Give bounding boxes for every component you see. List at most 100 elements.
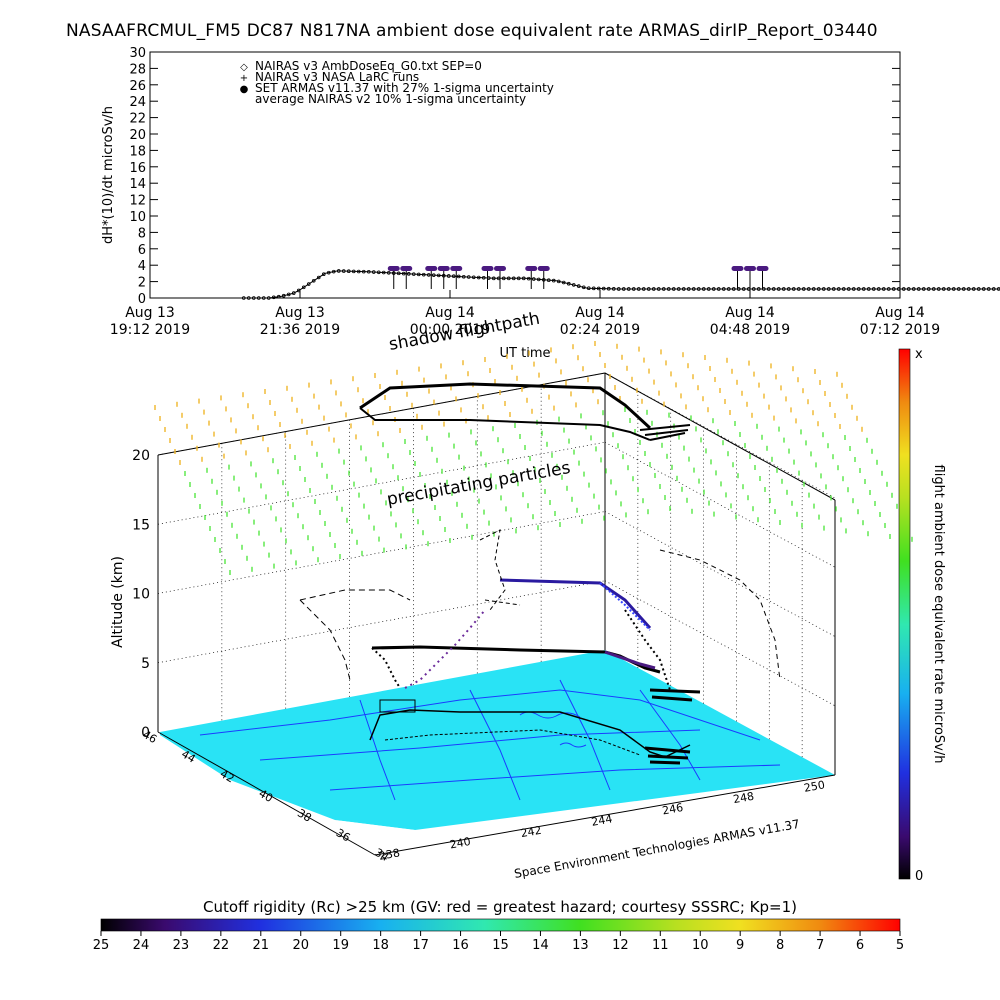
shadow-track-upper xyxy=(359,382,652,430)
nairas-point xyxy=(531,277,536,281)
nairas-point xyxy=(896,287,901,291)
nairas-point xyxy=(821,287,826,291)
nairas-point xyxy=(421,272,426,277)
nairas-point xyxy=(556,279,561,284)
nairas-point xyxy=(331,269,336,274)
nairas-point xyxy=(296,288,301,293)
nairas-point xyxy=(476,275,481,280)
nairas-point xyxy=(521,276,526,281)
nairas-point xyxy=(641,287,646,291)
nairas-point xyxy=(316,275,321,280)
nairas-point xyxy=(911,287,916,291)
nairas-point xyxy=(886,287,891,291)
nairas-point xyxy=(781,287,786,291)
nairas-point xyxy=(686,287,691,291)
x-tick-label-time: 07:12 2019 xyxy=(860,322,940,338)
track-climb xyxy=(404,609,486,689)
nairas-point xyxy=(471,275,476,280)
y-tick-label: 30 xyxy=(129,46,146,61)
nairas-point xyxy=(371,270,376,274)
nairas-point xyxy=(801,287,806,291)
nairas-point xyxy=(876,287,881,291)
nairas-point xyxy=(666,287,671,291)
longitude-tick-label: 244 xyxy=(590,812,613,828)
nairas-point xyxy=(701,287,706,291)
shadow-track-end xyxy=(639,424,691,441)
nairas-point xyxy=(941,287,946,291)
nairas-point xyxy=(596,286,601,291)
nairas-point xyxy=(721,287,726,291)
x-tick-label-time: 19:12 2019 xyxy=(110,322,190,338)
cutoff-tick-label: 9 xyxy=(736,938,744,953)
nairas-point xyxy=(946,287,951,291)
y-tick-label: 2 xyxy=(138,276,146,291)
longitude-tick-label: 238 xyxy=(378,846,401,862)
armas-point xyxy=(537,265,550,271)
nairas-point xyxy=(756,287,761,291)
nairas-point xyxy=(951,287,956,291)
nairas-point xyxy=(816,287,821,291)
track-segment-low-armas xyxy=(604,650,656,670)
rate-field xyxy=(154,341,913,575)
nairas-point xyxy=(241,296,246,300)
cutoff-tick-label: 17 xyxy=(412,938,429,953)
nairas-point xyxy=(836,287,841,291)
nairas-point xyxy=(671,287,676,291)
nairas-point xyxy=(526,276,531,281)
armas-point xyxy=(450,265,463,271)
y-tick-label: 6 xyxy=(138,243,146,258)
nairas-point xyxy=(841,287,846,291)
nairas-point xyxy=(416,272,421,277)
cutoff-tick-label: 10 xyxy=(692,938,709,953)
nairas-point xyxy=(711,287,716,291)
nairas-point xyxy=(446,274,451,278)
latitude-tick-label: 34 xyxy=(372,846,391,864)
latitude-tick-label: 42 xyxy=(218,767,237,785)
latitude-tick-label: 44 xyxy=(179,748,198,766)
dashed-projection-right xyxy=(659,549,781,681)
nairas-point xyxy=(611,287,616,291)
cutoff-tick-label: 25 xyxy=(93,938,110,953)
cutoff-colorbar-ticks: 25 24 23 22 21 20 19 18 17 16 15 14 13 12 11 10 9 8 7 6 5 xyxy=(93,931,904,953)
x-tick-label-day: Aug 14 xyxy=(875,305,925,321)
nairas-point xyxy=(931,287,936,291)
cutoff-tick-label: 8 xyxy=(776,938,784,953)
legend-label: average NAIRAS v2 10% 1-sigma uncertaint… xyxy=(255,92,526,106)
altitude-tick-label: 20 xyxy=(132,448,150,464)
ground-track-end xyxy=(644,746,691,765)
nairas-point xyxy=(356,269,361,274)
cutoff-tick-label: 24 xyxy=(133,938,150,953)
nairas-point xyxy=(551,278,556,283)
nairas-point xyxy=(936,287,941,291)
dose-colorbar-label: flight ambient dose equivalent rate micr… xyxy=(931,465,946,764)
nairas-point xyxy=(256,296,261,300)
nairas-point xyxy=(516,276,521,281)
nairas-point xyxy=(246,296,251,300)
ground-gap xyxy=(335,820,415,835)
x-tick-label-day: Aug 14 xyxy=(425,305,475,321)
x-tick-label-day: Aug 14 xyxy=(725,305,775,321)
nairas-point xyxy=(266,296,271,300)
armas-point xyxy=(481,265,494,271)
nairas-point xyxy=(986,287,991,291)
dashed-projection-mid xyxy=(479,529,521,611)
dose-colorbar-ramp xyxy=(898,348,911,880)
map-outlines xyxy=(199,679,781,801)
armas-point xyxy=(731,265,744,271)
x-tick-label-day: Aug 13 xyxy=(125,305,175,321)
armas-point xyxy=(494,265,506,271)
nairas-point xyxy=(451,274,456,279)
nairas-point xyxy=(436,273,441,278)
nairas-point xyxy=(741,287,746,291)
nairas-point xyxy=(601,286,606,291)
nairas-point xyxy=(506,276,511,281)
nairas-point xyxy=(311,278,316,283)
nairas-point xyxy=(481,275,486,280)
latitude-tick-label: 36 xyxy=(334,826,353,844)
longitude-tick-label: 248 xyxy=(732,790,755,806)
dose-colorbar: x 0 flight ambient dose equivalent rate … xyxy=(898,347,946,884)
nairas-point xyxy=(881,287,886,291)
nairas-point xyxy=(676,287,681,291)
ground-track-shadow xyxy=(384,729,641,756)
